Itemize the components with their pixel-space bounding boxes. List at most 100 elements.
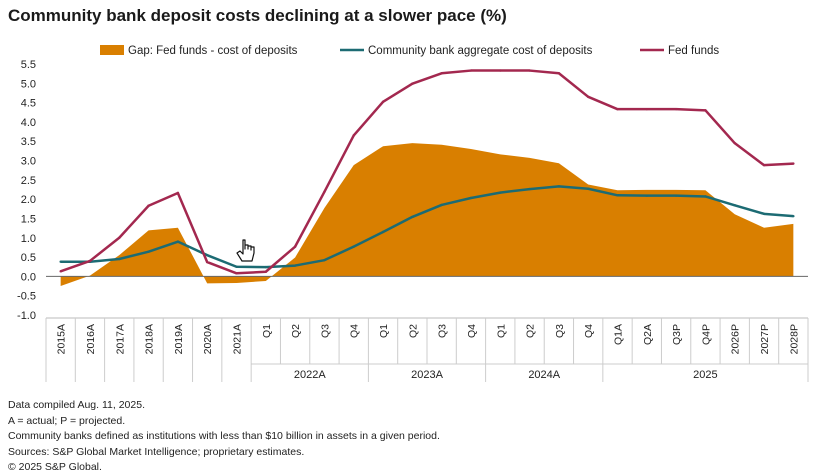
legend-label-cost-of-deposits: Community bank aggregate cost of deposit… xyxy=(368,45,593,57)
x-tick-label: 2018A xyxy=(144,324,156,354)
cost-of-deposits-point xyxy=(469,196,473,200)
fed-funds-point xyxy=(118,236,121,239)
fed-funds-point xyxy=(264,270,268,273)
y-tick-label: 1.0 xyxy=(21,233,36,245)
x-group-label: 2022A xyxy=(294,369,326,381)
fed-funds-point xyxy=(293,245,297,248)
x-tick-label: Q2 xyxy=(290,324,302,338)
cost-of-deposits-point xyxy=(792,214,795,218)
cost-of-deposits-point xyxy=(440,203,443,207)
fed-funds-point xyxy=(411,82,414,85)
fed-funds-point xyxy=(381,100,385,104)
x-tick-label: Q4P xyxy=(700,324,712,345)
chart-title: Community bank deposit costs declining a… xyxy=(8,6,507,25)
y-tick-label: 3.5 xyxy=(21,136,36,148)
fed-funds-point xyxy=(352,134,355,137)
fed-funds-line xyxy=(60,69,794,275)
x-tick-label: Q4 xyxy=(466,324,478,338)
fed-funds-point xyxy=(176,191,180,195)
y-tick-label: 4.5 xyxy=(21,98,36,110)
cost-of-deposits-point xyxy=(205,253,209,257)
x-group-label: 2023A xyxy=(411,369,443,381)
x-tick-label: 2017A xyxy=(114,324,126,354)
fed-funds-point xyxy=(586,95,590,99)
fed-funds-point xyxy=(205,260,209,264)
x-tick-label: 2015A xyxy=(56,324,68,354)
fed-funds-point xyxy=(528,69,531,72)
y-tick-label: 3.0 xyxy=(21,156,36,168)
x-tick-label: Q4 xyxy=(349,324,361,338)
fed-funds-point xyxy=(762,163,766,167)
cost-of-deposits-point xyxy=(499,191,502,194)
y-tick-label: -0.5 xyxy=(17,291,36,303)
legend-label-gap: Gap: Fed funds - cost of deposits xyxy=(128,45,298,57)
x-tick-label: Q2 xyxy=(407,324,419,338)
x-tick-label: 2020A xyxy=(202,324,214,354)
cost-of-deposits-point xyxy=(118,257,121,261)
x-tick-label: 2021A xyxy=(232,324,244,354)
cost-of-deposits-point xyxy=(381,230,385,234)
cost-of-deposits-point xyxy=(674,194,678,197)
footnote-date: Data compiled Aug. 11, 2025. xyxy=(8,399,145,411)
x-tick-label: 2026P xyxy=(730,324,742,354)
x-group-label: 2024A xyxy=(528,369,560,381)
x-tick-label: Q3 xyxy=(437,324,449,338)
cost-of-deposits-point xyxy=(616,194,619,197)
fed-funds-point xyxy=(59,270,62,273)
cost-of-deposits-line xyxy=(60,185,794,269)
y-tick-label: 0.5 xyxy=(21,252,36,264)
fed-funds-point xyxy=(88,259,92,263)
y-tick-label: 5.0 xyxy=(21,78,36,90)
x-tick-label: Q2 xyxy=(525,324,537,338)
y-tick-label: 2.0 xyxy=(21,194,36,206)
cost-of-deposits-point xyxy=(645,194,649,197)
hand-cursor-icon xyxy=(236,239,255,262)
fed-funds-point xyxy=(147,204,150,207)
cost-of-deposits-point xyxy=(176,240,180,243)
x-tick-label: 2016A xyxy=(85,324,97,354)
cost-of-deposits-point xyxy=(59,260,62,263)
fed-funds-point xyxy=(733,141,736,145)
x-group-label: 2025 xyxy=(693,369,717,381)
cost-of-deposits-point xyxy=(352,245,355,248)
y-tick-label: 2.5 xyxy=(21,175,36,187)
cost-of-deposits-point xyxy=(586,187,590,190)
y-tick-label: -1.0 xyxy=(17,310,36,322)
cost-of-deposits-point xyxy=(733,204,736,207)
cost-of-deposits-point xyxy=(528,187,531,191)
fed-funds-point xyxy=(499,69,502,72)
fed-funds-point xyxy=(323,190,326,194)
x-tick-label: Q1 xyxy=(261,324,273,338)
fed-funds-point xyxy=(645,107,649,111)
cost-of-deposits-point xyxy=(762,212,766,216)
x-tick-label: Q3P xyxy=(671,324,683,345)
fed-funds-point xyxy=(704,109,707,112)
x-tick-label: Q2A xyxy=(642,324,654,345)
x-tick-label: Q3 xyxy=(554,324,566,338)
y-tick-label: 4.0 xyxy=(21,117,36,129)
cost-of-deposits-point xyxy=(147,250,150,253)
legend-label-fed-funds: Fed funds xyxy=(668,45,719,57)
footnote-copyright: © 2025 S&P Global. xyxy=(8,461,102,473)
x-tick-label: 2027P xyxy=(759,324,771,354)
x-tick-label: Q3 xyxy=(319,324,331,338)
x-tick-label: 2028P xyxy=(788,324,800,354)
gap-area xyxy=(60,143,794,287)
cost-of-deposits-point xyxy=(293,264,297,267)
fed-funds-point xyxy=(440,72,443,75)
fed-funds-point xyxy=(235,272,238,275)
footnote-legend-key: A = actual; P = projected. xyxy=(8,414,126,427)
y-tick-label: 0.0 xyxy=(21,271,36,283)
x-tick-label: 2019A xyxy=(173,324,185,354)
footnote-definition: Community banks defined as institutions … xyxy=(8,430,440,442)
fed-funds-point xyxy=(557,72,561,75)
y-tick-label: 5.5 xyxy=(21,59,36,71)
cost-of-deposits-point xyxy=(411,215,414,219)
footnote-sources: Sources: S&P Global Market Intelligence;… xyxy=(8,445,305,458)
fed-funds-point xyxy=(616,107,619,111)
x-tick-label: Q1 xyxy=(495,324,507,338)
footnotes: Data compiled Aug. 11, 2025. A = actual;… xyxy=(8,398,440,476)
fed-funds-point xyxy=(674,107,678,111)
legend-swatch-gap xyxy=(100,45,124,55)
